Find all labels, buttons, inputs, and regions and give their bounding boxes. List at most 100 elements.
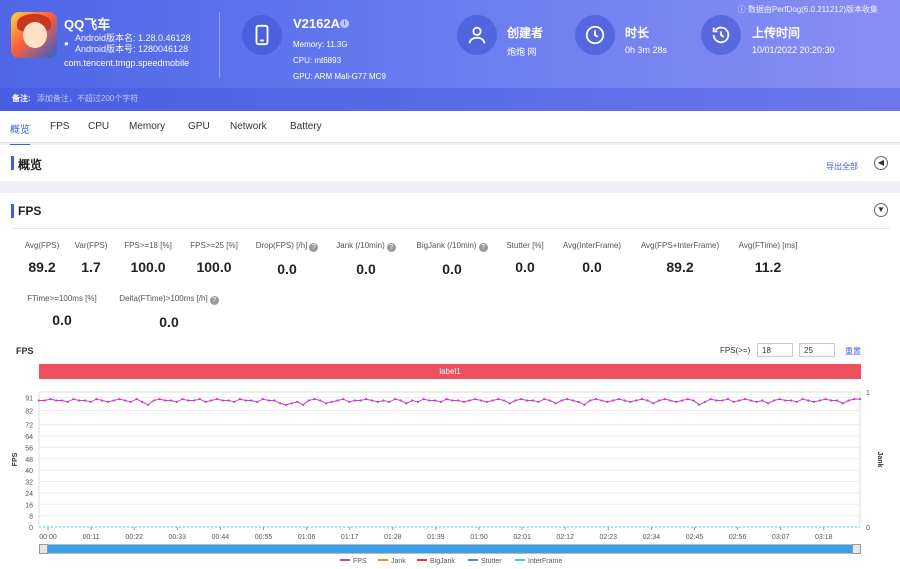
metric-fps-25: FPS>=25 [%] 100.0 <box>187 241 241 275</box>
metric-drop-fps: Drop(FPS) [/h]? 0.0 <box>254 241 320 277</box>
section-divider <box>12 228 890 229</box>
metric-fps-18: FPS>=18 [%] 100.0 <box>121 241 175 275</box>
collapse-down-icon[interactable]: ▼ <box>874 203 888 217</box>
help-icon[interactable]: ? <box>209 296 219 305</box>
tab-network[interactable]: Network <box>230 121 267 132</box>
fps-section-header: FPS ▼ <box>0 193 900 229</box>
remark-input[interactable]: 添加备注，不超过200个字符 <box>36 94 139 103</box>
tab-fps[interactable]: FPS <box>50 121 70 132</box>
label-banner: label1 <box>39 364 861 379</box>
clock-icon <box>575 15 615 55</box>
help-icon[interactable]: ? <box>309 243 319 252</box>
metric-avg-fps-interframe: Avg(FPS+InterFrame) 89.2 <box>638 241 722 275</box>
slider-handle-left[interactable] <box>39 544 48 554</box>
tab-overview[interactable]: 概览 <box>10 121 30 146</box>
legend-item-bigjank[interactable]: BigJank <box>417 558 455 565</box>
help-icon[interactable]: ? <box>386 243 396 252</box>
legend-item-jank[interactable]: Jank <box>378 558 406 565</box>
help-icon[interactable]: ? <box>478 243 488 252</box>
remark-bar[interactable]: 备注: 添加备注，不超过200个字符 <box>0 88 900 111</box>
section-accent-bar <box>11 204 14 218</box>
device-info: Memory: 11.3G CPU: mt6893 GPU: ARM Mali-… <box>293 37 386 85</box>
metric-avg-interframe: Avg(InterFrame) 0.0 <box>560 241 624 275</box>
legend-swatch <box>515 559 525 561</box>
legend-swatch <box>340 559 350 561</box>
metric-label: FPS>=25 [%] <box>190 241 238 250</box>
device-gpu: GPU: ARM Mali-G77 MC9 <box>293 72 386 81</box>
metric-value: 0.0 <box>277 261 297 277</box>
metric-avg-fps: Avg(FPS) 89.2 <box>22 241 62 275</box>
metric-label: Delta(FTime)>100ms [/h] <box>119 294 208 303</box>
metric-label: FPS>=18 [%] <box>124 241 172 250</box>
metric-value: 0.0 <box>159 314 179 330</box>
upload-value: 10/01/2022 20:20:30 <box>752 45 835 55</box>
remark-label: 备注: <box>12 94 31 103</box>
metric-label: Avg(InterFrame) <box>562 241 622 250</box>
legend-item-stutter[interactable]: Stutter <box>468 558 502 565</box>
device-model: V2162A <box>293 16 340 31</box>
metric-bigjank: BigJank (/10min)? 0.0 <box>412 241 492 277</box>
threshold-label: FPS(>=) <box>720 346 751 355</box>
metric-avg-ftime: Avg(FTime) [ms] 11.2 <box>736 241 800 275</box>
app-version-code: Android版本号: 1280046128 <box>75 44 189 54</box>
tab-battery[interactable]: Battery <box>290 121 322 132</box>
metric-value: 100.0 <box>130 259 166 275</box>
app-version-name: Android版本名: 1.28.0.46128 <box>75 33 191 43</box>
legend-label: BigJank <box>430 558 455 565</box>
overview-title: 概览 <box>18 158 43 172</box>
legend-item-fps[interactable]: FPS <box>340 558 367 565</box>
device-cpu: CPU: mt6893 <box>293 56 342 65</box>
duration-value: 0h 3m 28s <box>625 45 668 55</box>
metric-value: 0.0 <box>442 261 462 277</box>
metric-label: BigJank (/10min) <box>416 241 477 250</box>
user-icon <box>457 15 497 55</box>
time-range-slider[interactable] <box>39 544 861 554</box>
app-icon-face <box>23 22 47 48</box>
metric-label: Avg(FTime) [ms] <box>738 241 798 250</box>
overview-section-header: 概览 导出全部 ◀ <box>0 145 900 181</box>
metric-value: 1.7 <box>81 259 101 275</box>
reset-button[interactable]: 重置 <box>845 347 861 356</box>
legend-label: FPS <box>353 558 367 565</box>
metric-label: Stutter [%] <box>506 241 544 250</box>
metric-delta-ftime: Delta(FTime)>100ms [/h]? 0.0 <box>116 294 222 330</box>
collapse-left-icon[interactable]: ◀ <box>874 156 888 170</box>
metric-value: 11.2 <box>754 259 782 275</box>
metric-label: Drop(FPS) [/h] <box>255 241 308 250</box>
collect-note-text: 数据由PerfDog(6.0.211212)版本收集 <box>747 5 878 14</box>
tab-memory[interactable]: Memory <box>129 121 166 132</box>
legend-label: Stutter <box>481 558 502 565</box>
app-package: com.tencent.tmgp.speedmobile <box>64 58 190 68</box>
header-divider <box>219 12 220 78</box>
metric-label: Jank (/10min) <box>336 241 385 250</box>
tab-gpu[interactable]: GPU <box>188 121 210 132</box>
chart-title: FPS <box>16 346 34 356</box>
legend-swatch <box>468 559 478 561</box>
app-icon <box>11 12 57 58</box>
metric-value: 0.0 <box>515 259 535 275</box>
metric-stutter: Stutter [%] 0.0 <box>503 241 547 275</box>
metric-value: 0.0 <box>356 261 376 277</box>
device-memory: Memory: 11.3G <box>293 40 348 49</box>
slider-handle-right[interactable] <box>852 544 861 554</box>
threshold-low-input[interactable] <box>757 343 793 357</box>
metric-value: 0.0 <box>582 259 602 275</box>
history-icon <box>701 15 741 55</box>
metric-value: 89.2 <box>666 259 694 275</box>
threshold-high-input[interactable] <box>799 343 835 357</box>
app-version-block: Android版本名: 1.28.0.46128 Android版本号: 128… <box>75 33 191 55</box>
legend-item-interframe[interactable]: InterFrame <box>515 558 562 565</box>
metric-ftime-100: FTime>=100ms [%] 0.0 <box>22 294 102 328</box>
legend-swatch <box>417 559 427 561</box>
app-name: QQ飞车 <box>64 17 111 32</box>
report-header: QQ飞车 ● Android版本名: 1.28.0.46128 Android版… <box>0 0 900 111</box>
section-accent-bar <box>11 156 14 170</box>
metric-label: FTime>=100ms [%] <box>27 294 97 303</box>
tab-cpu[interactable]: CPU <box>88 121 110 132</box>
tab-bar: 概览 FPS CPU Memory GPU Network Battery <box>0 111 900 146</box>
phone-icon <box>242 15 282 55</box>
export-all-link[interactable]: 导出全部 <box>826 162 858 171</box>
metric-label: Var(FPS) <box>74 241 108 250</box>
android-icon: ● <box>64 39 69 48</box>
info-icon[interactable]: i <box>340 19 349 28</box>
